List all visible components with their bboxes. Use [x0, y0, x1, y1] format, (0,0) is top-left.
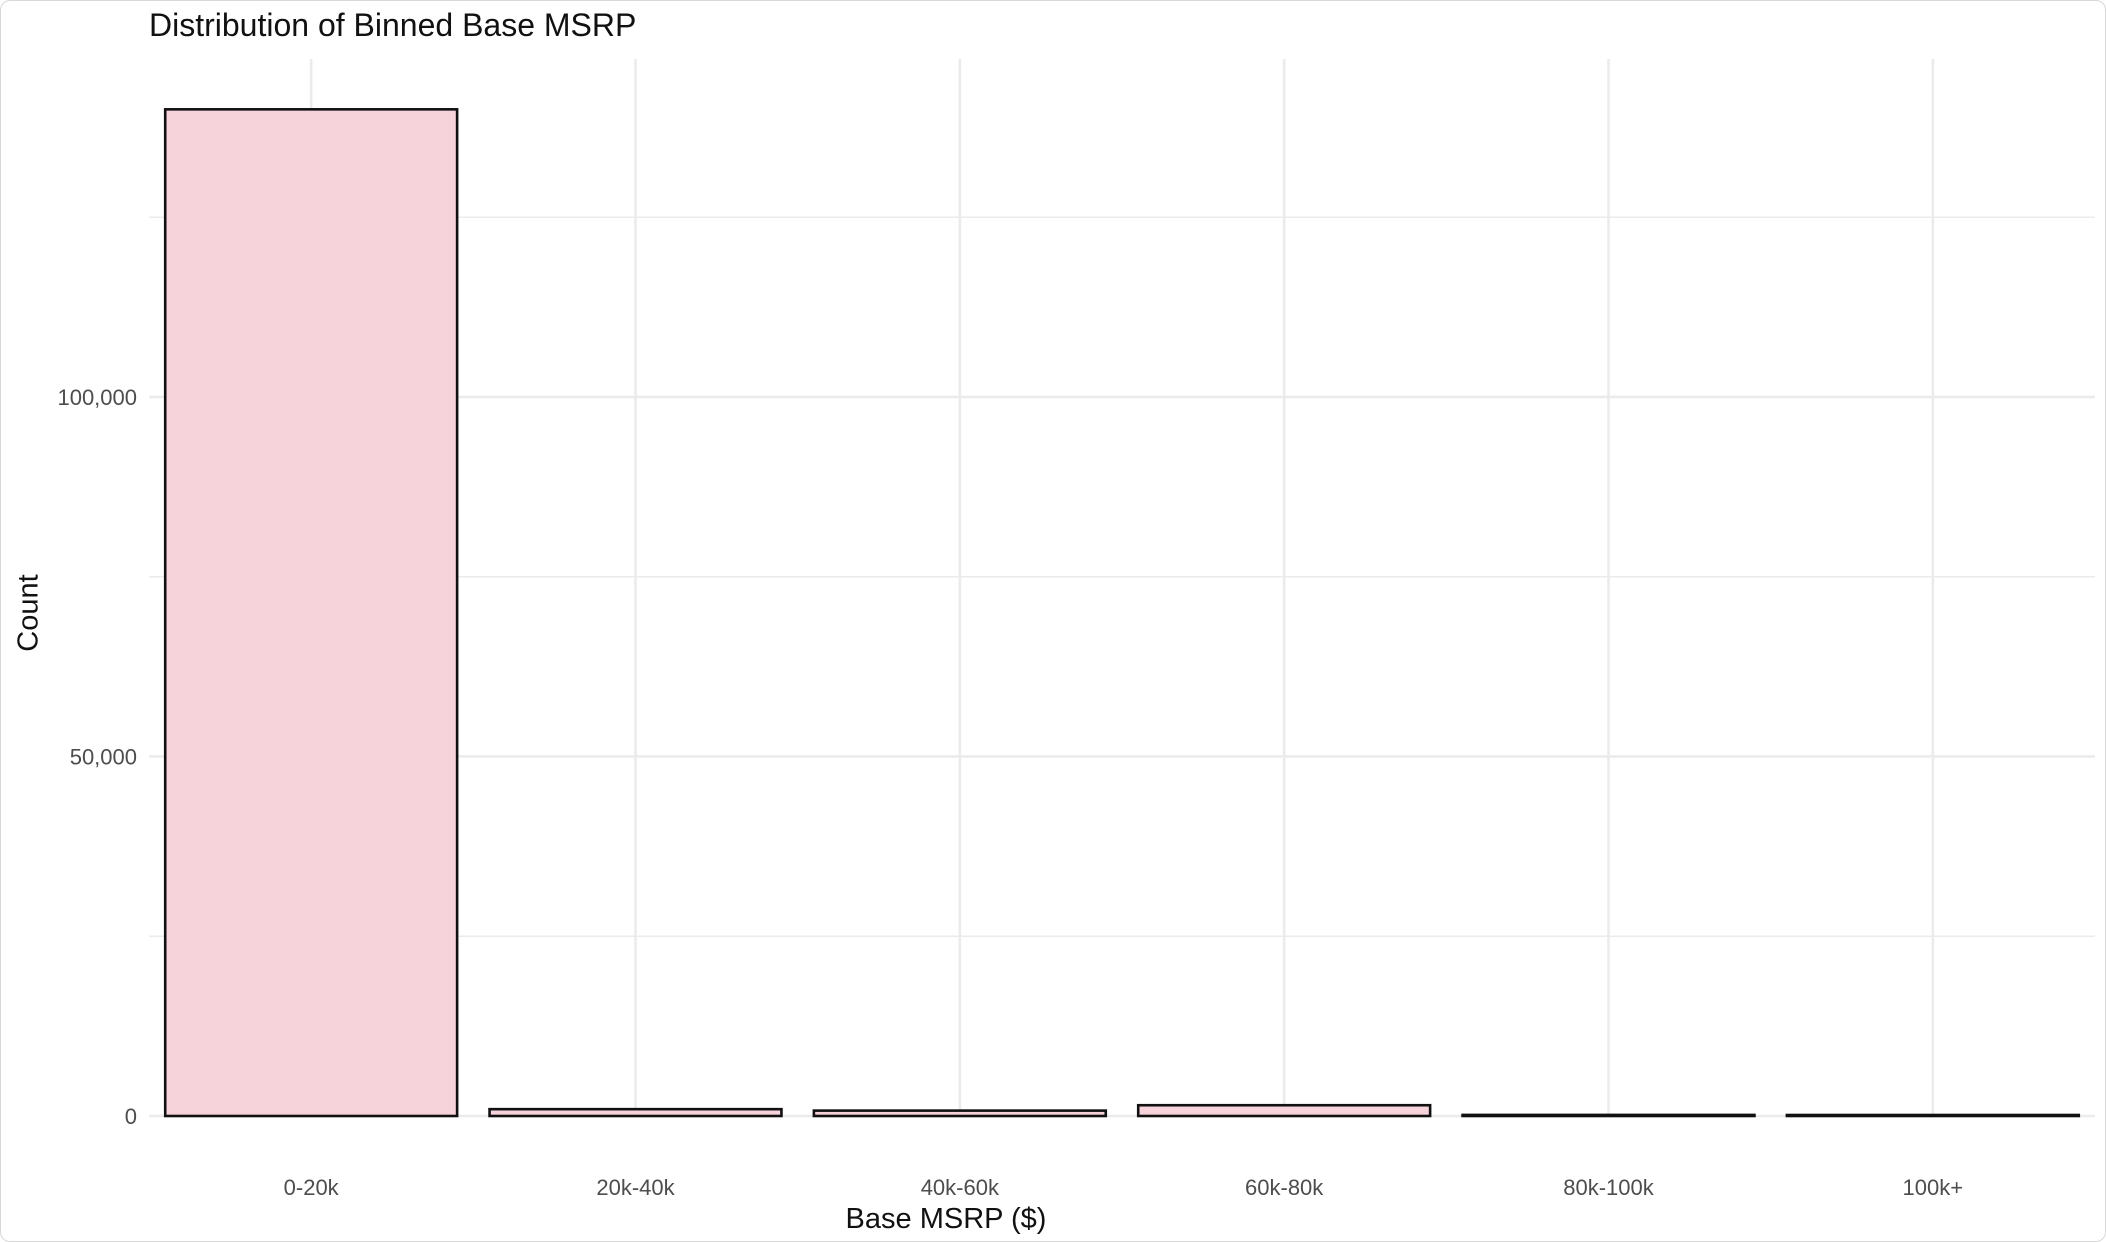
chart-title: Distribution of Binned Base MSRP: [149, 7, 637, 43]
bar-100k+: [1785, 1113, 2081, 1118]
bar-60k-80k: [1136, 1103, 1432, 1118]
x-tick-label: 0-20k: [284, 1175, 340, 1200]
y-axis-label: Count: [12, 574, 45, 652]
x-tick-label: 40k-60k: [921, 1175, 1000, 1200]
x-tick-label: 20k-40k: [596, 1175, 675, 1200]
bar-40k-60k: [812, 1109, 1108, 1118]
x-tick-label: 60k-80k: [1245, 1175, 1324, 1200]
bar-20k-40k: [488, 1107, 783, 1118]
x-tick-label: 80k-100k: [1563, 1175, 1655, 1200]
x-tick-label: 100k+: [1903, 1175, 1964, 1200]
y-tick-label: 50,000: [70, 744, 137, 769]
y-tick-label: 0: [125, 1104, 137, 1129]
y-tick-label: 100,000: [57, 385, 137, 410]
bar-0-20k: [163, 108, 459, 1118]
x-axis-label: Base MSRP ($): [845, 1203, 1047, 1235]
bar-80k-100k: [1461, 1113, 1756, 1118]
